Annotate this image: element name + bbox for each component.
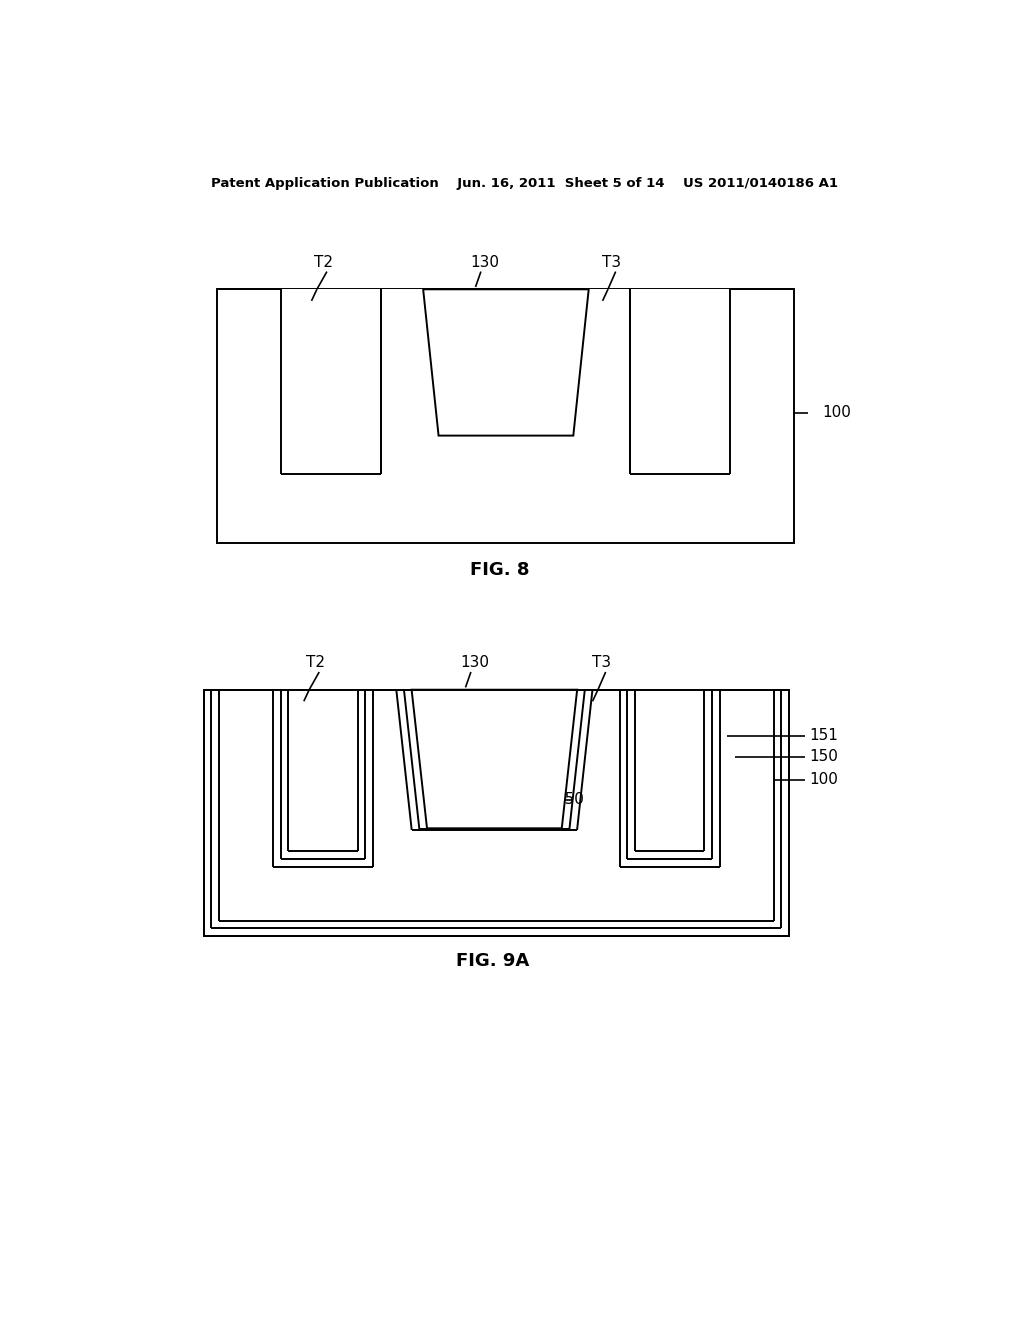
Bar <box>217 289 795 544</box>
Bar <box>281 289 381 474</box>
Bar <box>419 289 593 474</box>
Text: FIG. 9A: FIG. 9A <box>456 952 529 970</box>
Bar <box>373 689 620 867</box>
Text: 100: 100 <box>809 772 838 787</box>
Bar <box>408 689 581 867</box>
Text: 100: 100 <box>822 405 851 420</box>
Text: T2: T2 <box>306 655 325 671</box>
Bar <box>620 689 720 867</box>
Text: T2: T2 <box>313 255 333 269</box>
Text: 150: 150 <box>809 750 838 764</box>
Text: T3: T3 <box>602 255 622 269</box>
Text: T3: T3 <box>592 655 611 671</box>
Text: 151: 151 <box>809 729 838 743</box>
Text: Patent Application Publication    Jun. 16, 2011  Sheet 5 of 14    US 2011/014018: Patent Application Publication Jun. 16, … <box>211 177 839 190</box>
Polygon shape <box>412 689 578 829</box>
Text: 130: 130 <box>460 655 489 671</box>
Text: FIG. 8: FIG. 8 <box>470 561 529 579</box>
Bar <box>204 689 788 936</box>
Bar <box>381 289 631 474</box>
Bar <box>631 289 730 474</box>
Text: 150: 150 <box>555 792 584 808</box>
Text: 130: 130 <box>470 255 500 269</box>
Bar <box>204 689 788 936</box>
Polygon shape <box>423 289 589 436</box>
Bar <box>273 689 373 867</box>
